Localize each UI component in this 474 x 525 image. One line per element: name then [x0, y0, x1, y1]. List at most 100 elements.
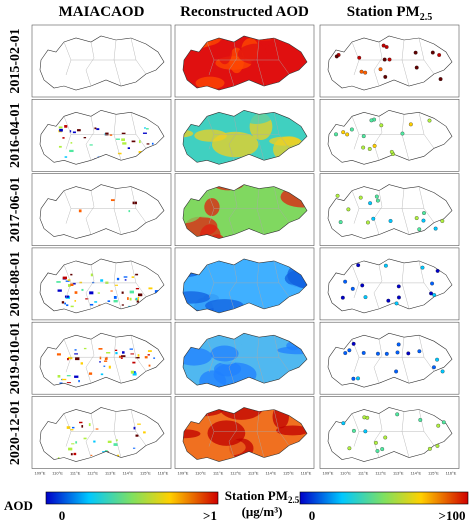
aod-pixel — [129, 297, 132, 301]
aod-pixel — [132, 361, 136, 364]
aod-pixel — [74, 375, 79, 378]
station-dot — [371, 216, 376, 221]
station-dot — [361, 350, 366, 355]
map — [327, 258, 453, 314]
aod-pixel — [123, 276, 128, 278]
map-boundaries — [63, 112, 147, 161]
aod-pixel — [67, 358, 69, 361]
aod-pixel — [70, 305, 74, 308]
station-dot — [335, 193, 340, 198]
aod-pixel — [138, 151, 142, 154]
aod-pixel — [104, 357, 107, 361]
map-boundaries — [206, 37, 290, 87]
aod-pixel — [67, 279, 71, 281]
aod-pixel — [80, 362, 84, 365]
row-date: 2018-08-01 — [8, 251, 23, 316]
station-dot — [380, 447, 385, 452]
aod-pixel — [74, 300, 77, 302]
aod-pixel — [96, 128, 100, 131]
longitude-label: 109°E — [35, 471, 46, 476]
aod-pixel — [66, 382, 71, 384]
aod-pixel — [117, 152, 122, 155]
map — [182, 332, 308, 388]
station-dot — [363, 429, 368, 434]
station-dot — [433, 226, 438, 231]
aod-pixel — [120, 356, 123, 359]
map-boundaries — [63, 260, 147, 309]
longitude-label: 113°E — [393, 471, 404, 476]
station-dot — [414, 216, 419, 221]
station-dot — [427, 446, 432, 451]
map-boundaries — [351, 260, 435, 309]
station-dot — [341, 130, 346, 135]
aod-pixel — [132, 372, 137, 376]
aod-pixel — [148, 287, 153, 290]
aod-pixel — [75, 441, 78, 444]
aod-pixel — [99, 356, 102, 360]
aod-legend-min: 0 — [59, 508, 66, 523]
aod-pixel — [72, 131, 76, 134]
column-title-text: MAIACAOD — [59, 4, 145, 20]
aod-pixel — [146, 143, 150, 145]
station-dot — [340, 295, 345, 300]
station-dot — [387, 57, 392, 62]
station-dot — [369, 118, 374, 123]
pm-legend-unit: (μg/m³) — [242, 504, 283, 519]
aod-pixel — [131, 276, 135, 278]
row-date: 2019-010-01 — [8, 322, 23, 394]
station-dot — [334, 54, 339, 59]
longitude-label: 111°E — [358, 471, 369, 476]
station-dot — [350, 286, 355, 291]
station-dot — [373, 440, 378, 445]
aod-pixel — [70, 283, 74, 287]
aod-pixel — [127, 147, 130, 150]
aod-pixel — [71, 443, 75, 445]
map-patch — [217, 37, 233, 65]
aod-pixel — [89, 291, 94, 295]
longitude-label: 109°E — [178, 471, 189, 476]
map-patch — [220, 334, 245, 347]
aod-colorbar — [45, 491, 219, 505]
column-title-subscript: 2.5 — [420, 12, 433, 23]
aod-pixel — [57, 374, 61, 378]
aod-pixel — [114, 284, 118, 286]
station-dot — [375, 351, 380, 356]
aod-pixel — [121, 291, 124, 294]
aod-pixel — [64, 156, 68, 158]
aod-pixel — [110, 290, 113, 292]
station-dot — [363, 70, 368, 75]
aod-pixel — [143, 431, 146, 434]
station-dot — [420, 265, 425, 270]
aod-pixel — [146, 128, 149, 130]
aod-pixel — [144, 356, 148, 359]
aod-pixel — [120, 355, 126, 358]
aod-pixel — [85, 298, 89, 300]
aod-pixel — [71, 426, 75, 429]
aod-legend-max: >1 — [203, 508, 217, 523]
map-boundaries — [63, 37, 147, 87]
pm-colorbar — [299, 491, 469, 505]
station-dot — [375, 198, 380, 203]
station-dot — [351, 376, 356, 381]
aod-pixel — [74, 291, 78, 294]
map-patch — [207, 420, 246, 446]
aod-pixel — [135, 297, 138, 301]
aod-pixel — [95, 428, 99, 430]
station-dot — [386, 298, 391, 303]
pm-legend-max: >100 — [439, 508, 466, 523]
station-dot — [362, 415, 367, 420]
row-date: 2020-12-01 — [8, 400, 23, 465]
aod-pixel — [121, 304, 124, 306]
station-dot — [438, 77, 443, 82]
aod-pixel — [105, 356, 108, 360]
aod-pixel — [127, 297, 129, 300]
map-panel — [319, 396, 460, 469]
map — [39, 184, 165, 240]
aod-pixel — [81, 288, 84, 291]
map-patch — [218, 407, 264, 420]
station-dot — [413, 50, 418, 55]
station-dot — [435, 268, 440, 273]
station-dot — [395, 412, 400, 417]
aod-pixel — [90, 454, 93, 456]
aod-pixel — [122, 142, 127, 145]
